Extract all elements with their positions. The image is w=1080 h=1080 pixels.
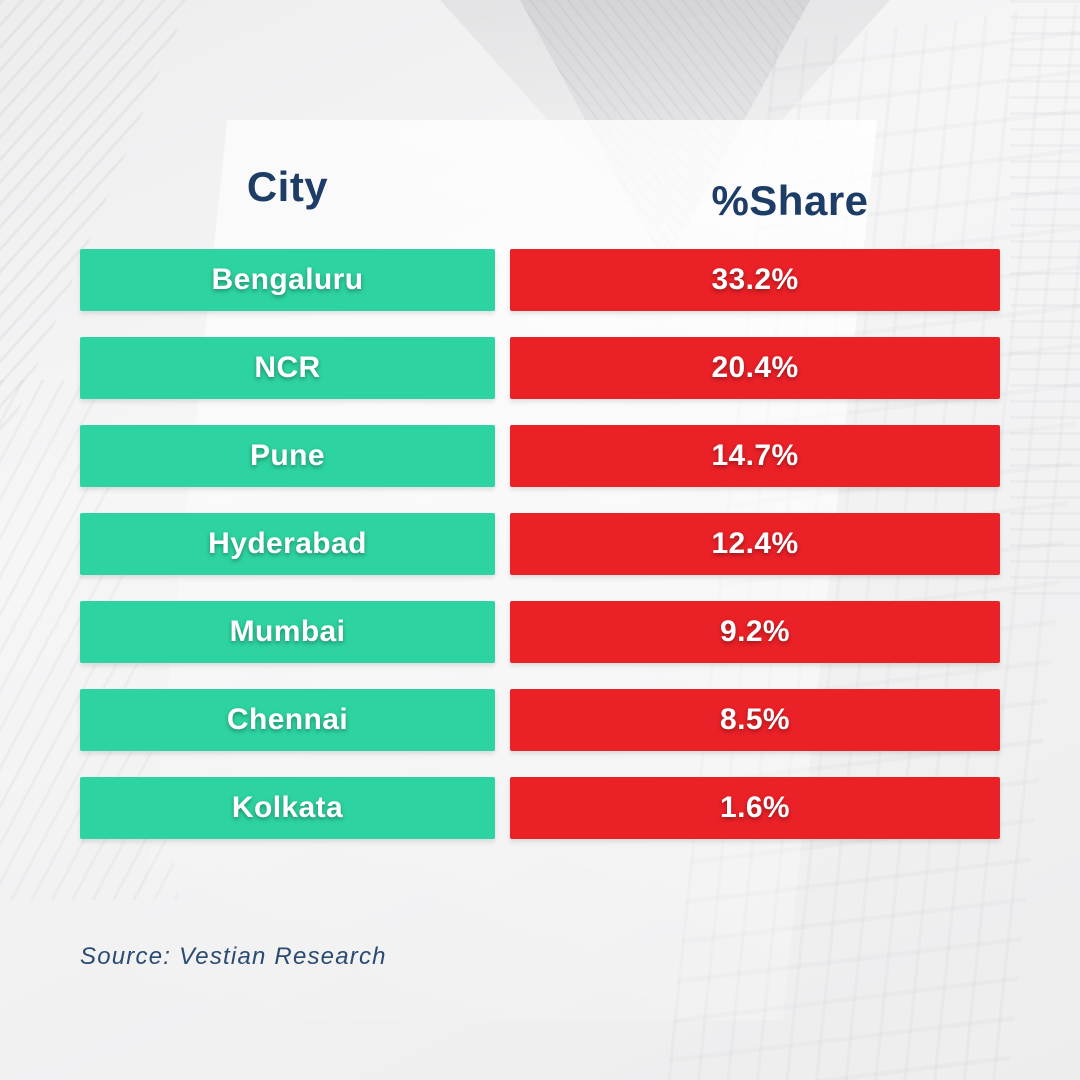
share-cell: 14.7% [510,425,1000,487]
share-cell: 33.2% [510,249,1000,311]
table-row: Chennai 8.5% [0,689,1080,751]
city-cell: Pune [80,425,495,487]
source-note: Source: Vestian Research [80,943,387,970]
column-header-share: %Share [711,177,869,224]
table-row: Bengaluru 33.2% [0,249,1080,311]
table-row: Pune 14.7% [0,425,1080,487]
share-cell: 1.6% [510,777,1000,839]
share-cell: 20.4% [510,337,1000,399]
share-cell: 12.4% [510,513,1000,575]
column-header-city: City [246,163,329,210]
table-row: NCR 20.4% [0,337,1080,399]
city-cell: Mumbai [80,601,495,663]
share-cell: 9.2% [510,601,1000,663]
table-row: Mumbai 9.2% [0,601,1080,663]
city-cell: NCR [80,337,495,399]
skyscraper-chevron-inner-art [520,0,810,265]
city-cell: Kolkata [80,777,495,839]
share-cell: 8.5% [510,689,1000,751]
city-cell: Hyderabad [80,513,495,575]
city-cell: Chennai [80,689,495,751]
table-row: Hyderabad 12.4% [0,513,1080,575]
table-row: Kolkata 1.6% [0,777,1080,839]
city-cell: Bengaluru [80,249,495,311]
